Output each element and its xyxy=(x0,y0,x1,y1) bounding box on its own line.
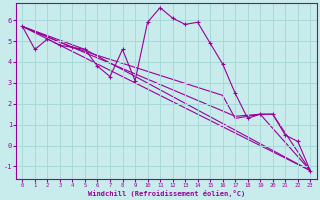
X-axis label: Windchill (Refroidissement éolien,°C): Windchill (Refroidissement éolien,°C) xyxy=(88,190,245,197)
